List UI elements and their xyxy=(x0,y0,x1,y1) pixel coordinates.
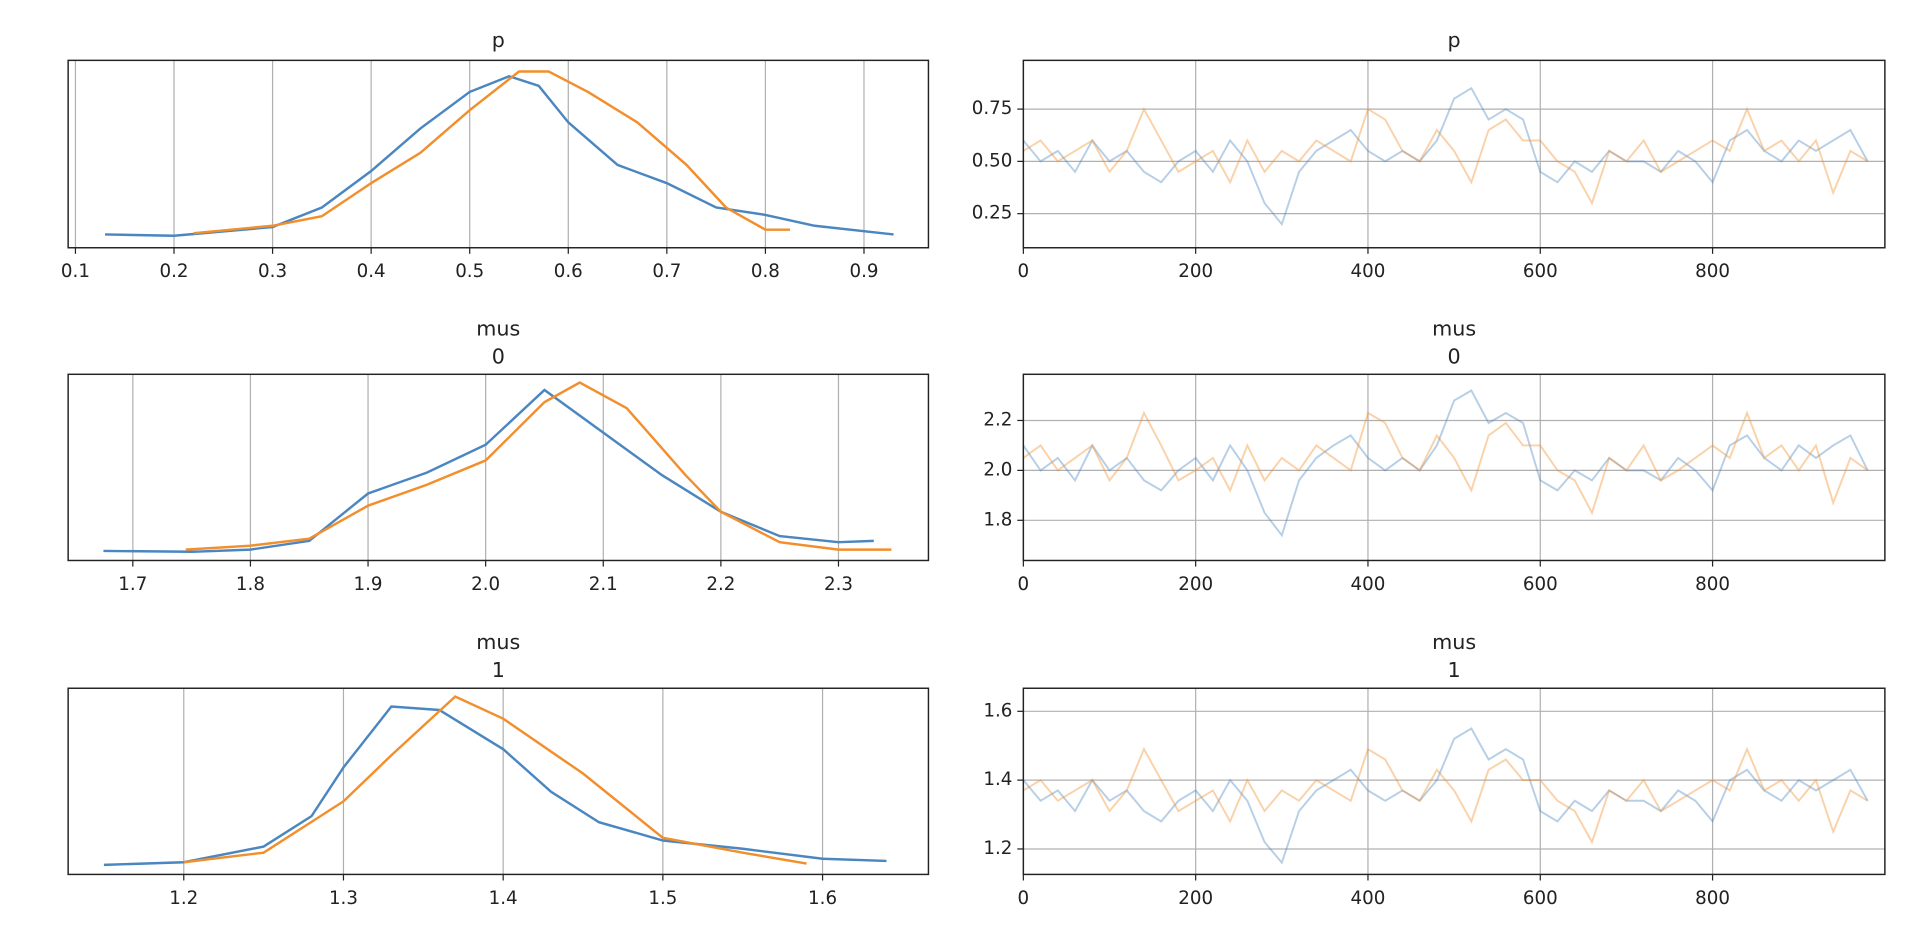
x-tick-label: 0 xyxy=(1018,888,1030,909)
series-line xyxy=(103,705,887,867)
x-tick-label: 2.3 xyxy=(824,574,853,595)
x-tick-label: 400 xyxy=(1351,574,1386,595)
y-tick-label: 2.0 xyxy=(983,459,1012,480)
subplot-subtitle: 0 xyxy=(1448,344,1461,368)
x-tick-label: 400 xyxy=(1351,261,1386,282)
x-tick-label: 600 xyxy=(1523,888,1558,909)
x-tick-label: 0.5 xyxy=(455,261,484,282)
x-tick-label: 1.4 xyxy=(489,888,518,909)
y-tick-label: 1.4 xyxy=(983,769,1012,790)
y-tick-label: 0.25 xyxy=(972,203,1013,224)
series-line xyxy=(1023,86,1869,227)
subplot: p 0.1 0.2 0.3 0.4 0.5 0.6 0.7 0.8 0.9 xyxy=(61,28,930,282)
series-line xyxy=(1023,389,1869,538)
series-line xyxy=(193,70,791,235)
x-tick-label: 800 xyxy=(1695,574,1730,595)
series-line xyxy=(1023,106,1869,206)
axes-frame xyxy=(1022,687,1886,876)
subplot-title: p xyxy=(492,28,505,52)
axes-frame xyxy=(67,373,930,562)
y-tick-label: 0.75 xyxy=(972,98,1013,119)
y-tick-label: 1.2 xyxy=(983,838,1012,859)
y-tick-label: 0.50 xyxy=(972,150,1013,171)
x-tick-label: 0.4 xyxy=(357,261,386,282)
x-tick-label: 0.7 xyxy=(652,261,681,282)
x-tick-label: 600 xyxy=(1523,574,1558,595)
x-tick-label: 0 xyxy=(1018,261,1030,282)
y-tick-label: 1.8 xyxy=(983,509,1012,530)
x-tick-label: 0.9 xyxy=(849,261,878,282)
x-tick-label: 1.3 xyxy=(329,888,358,909)
x-tick-label: 1.5 xyxy=(648,888,677,909)
x-tick-label: 0.6 xyxy=(554,261,583,282)
x-tick-label: 1.8 xyxy=(236,574,265,595)
subplot: mus 0 0 200 400 600 800 1.8 2.0 2.2 xyxy=(983,316,1886,595)
series-line xyxy=(185,381,892,551)
subplot: p 0 200 400 600 800 0.25 0.50 0.75 xyxy=(972,28,1886,282)
x-tick-label: 0 xyxy=(1018,574,1030,595)
axes-frame xyxy=(67,59,930,249)
y-tick-label: 1.6 xyxy=(983,700,1012,721)
x-tick-label: 2.2 xyxy=(706,574,735,595)
y-tick-label: 2.2 xyxy=(983,409,1012,430)
subplot: mus 1 0 200 400 600 800 1.2 1.4 1.6 xyxy=(983,630,1886,909)
x-tick-label: 200 xyxy=(1178,574,1213,595)
axes-frame xyxy=(1022,373,1886,562)
subplot-title: p xyxy=(1448,28,1461,52)
subplot-title: mus xyxy=(476,316,520,340)
x-tick-label: 2.0 xyxy=(471,574,500,595)
series-line xyxy=(1023,410,1869,516)
x-tick-label: 0.3 xyxy=(258,261,287,282)
series-line xyxy=(1023,746,1869,845)
x-tick-label: 200 xyxy=(1178,261,1213,282)
x-tick-label: 0.8 xyxy=(751,261,780,282)
series-line xyxy=(103,388,874,553)
x-tick-label: 0.2 xyxy=(159,261,188,282)
subplot-title: mus xyxy=(1432,630,1476,654)
x-tick-label: 1.6 xyxy=(808,888,837,909)
subplot-title: mus xyxy=(476,630,520,654)
x-tick-label: 1.9 xyxy=(354,574,383,595)
x-tick-label: 2.1 xyxy=(589,574,618,595)
x-tick-label: 600 xyxy=(1523,261,1558,282)
x-tick-label: 800 xyxy=(1695,888,1730,909)
axes-frame xyxy=(1022,59,1886,249)
subplot-subtitle: 0 xyxy=(492,344,505,368)
x-tick-label: 1.7 xyxy=(118,574,147,595)
subplot-title: mus xyxy=(1432,316,1476,340)
subplot-subtitle: 1 xyxy=(492,658,505,682)
x-tick-label: 800 xyxy=(1695,261,1730,282)
x-tick-label: 0.1 xyxy=(61,261,90,282)
series-line xyxy=(183,695,807,865)
series-line xyxy=(104,74,894,237)
axes-frame xyxy=(67,687,930,876)
subplot: mus 1 1.2 1.3 1.4 1.5 1.6 xyxy=(67,630,930,909)
x-tick-label: 200 xyxy=(1178,888,1213,909)
x-tick-label: 400 xyxy=(1351,888,1386,909)
subplot-subtitle: 1 xyxy=(1448,658,1461,682)
subplot: mus 0 1.7 1.8 1.9 2.0 2.1 2.2 2.3 xyxy=(67,316,930,595)
series-line xyxy=(1023,727,1869,865)
x-tick-label: 1.2 xyxy=(169,888,198,909)
